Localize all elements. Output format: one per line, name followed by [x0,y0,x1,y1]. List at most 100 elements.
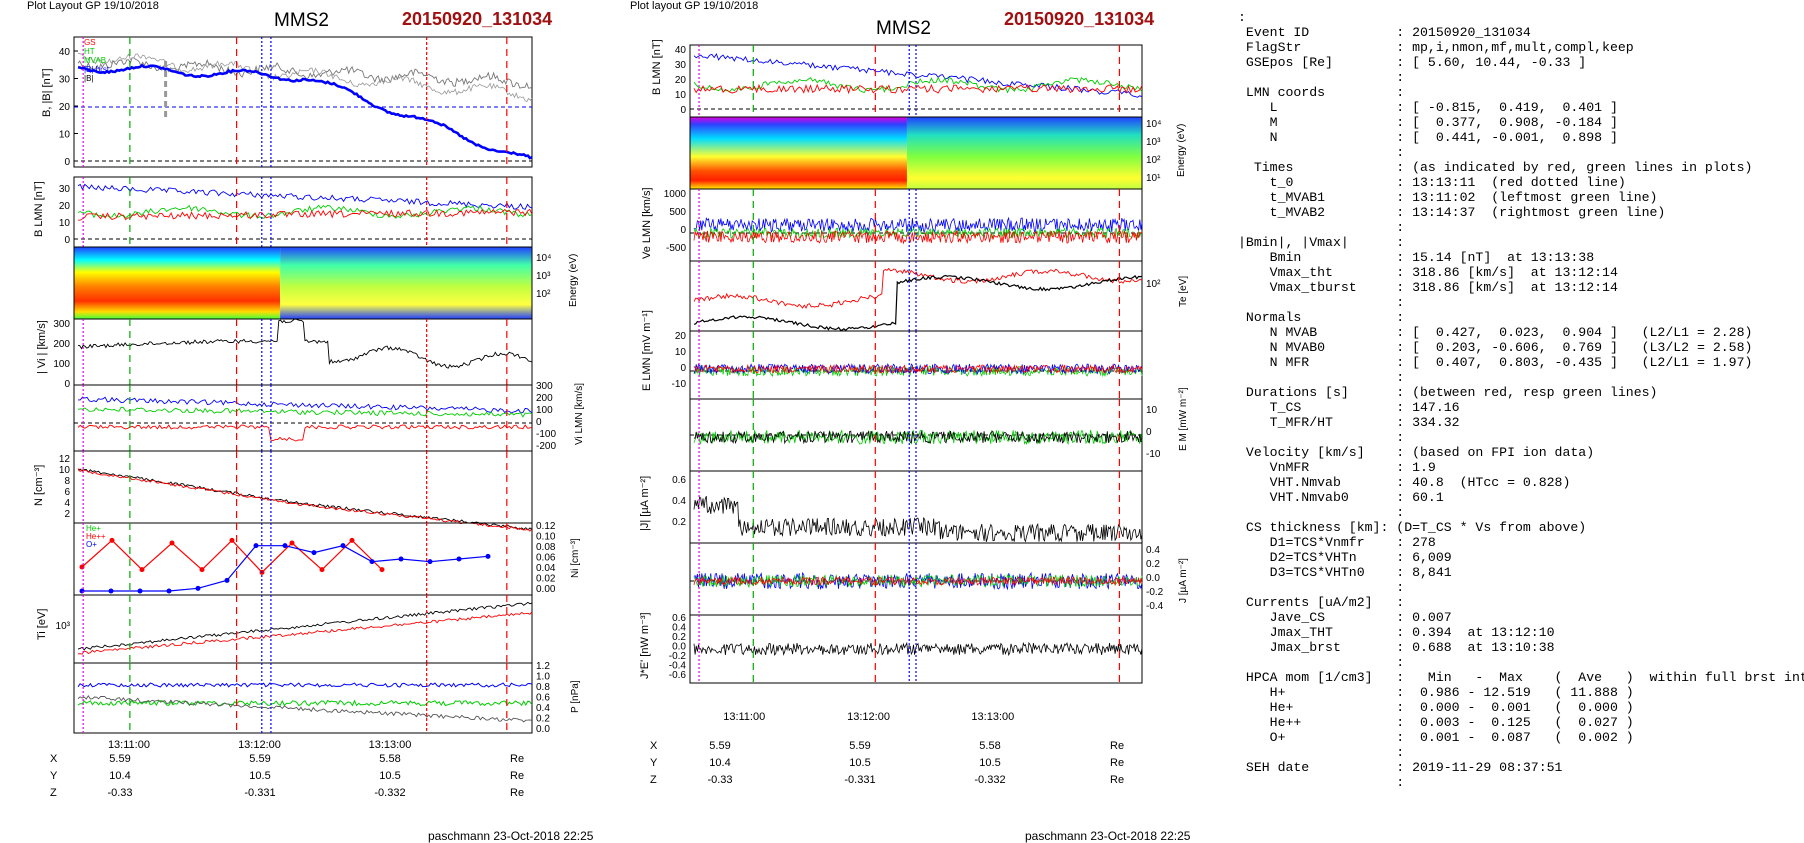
info-line: Times : (as indicated by red, green line… [1238,160,1753,175]
data-point-op [195,585,201,591]
info-line: Jmax_THT : 0.394 at 13:12:10 [1238,625,1555,640]
info-line: : [1238,430,1405,445]
series-pb [77,682,533,688]
tick-label: 300 [536,381,553,392]
data-point-op [456,556,462,562]
tick-label: 0.0 [1146,573,1160,584]
tick-label: 10² [1146,155,1161,166]
tick-label: 30 [59,75,71,86]
series-jn [693,575,1143,587]
series-tpar [693,267,1143,309]
info-line: : [1238,370,1405,385]
tick-label: 10⁴ [536,253,551,264]
panel-frame [73,384,533,452]
tick-label: 40 [59,47,71,58]
tick-label: 0 [1146,427,1152,438]
pos-unit: Re [1110,740,1125,752]
tick-label: 10 [675,347,687,358]
series-bl [693,52,1143,98]
tick-label: 1.0 [536,672,550,683]
tick-label: 500 [669,207,686,218]
series-j [693,496,1143,543]
tick-label: 0.10 [536,532,556,543]
axis-label: B LMN [nT] [33,181,45,237]
info-line: D1=TCS*Vnmfr : 278 [1238,535,1436,550]
tick-label: -200 [536,441,556,452]
data-point-hepp [289,540,295,546]
series-vn [77,424,533,442]
axis-label: Energy (eV) [1176,124,1187,177]
spectrogram-right [906,117,1142,189]
tick-label: 0.8 [536,682,550,693]
info-line: : [1238,220,1405,235]
tick-label: 0.6 [536,693,550,704]
left-footer: paschmann 23-Oct-2018 22:25 [428,829,594,843]
tick-label: 1.2 [536,661,550,672]
info-line: He+ : 0.000 - 0.001 ( 0.000 ) [1238,700,1634,715]
legend-label: He+ [86,524,101,533]
series-gs [77,57,533,89]
middle-panel-stack: 0 10 20 30 40 B LMN [nT] 10⁴ 10³ 10² 10¹ Energy (e… [639,39,1189,723]
info-line: Bmin : 15.14 [nT] at 13:13:38 [1238,250,1595,265]
series-je [693,641,1143,657]
info-line: Vmax_tht : 318.86 [km/s] at 13:12:14 [1238,265,1618,280]
series-ni [77,468,533,532]
series-hepp [81,539,383,574]
tick-label: 0.2 [536,714,550,725]
tick-label: 10³ [536,271,551,282]
tick-label: 0.2 [1146,559,1160,570]
series-tperp [693,274,1143,332]
info-line: VHT.Nmvab0 : 60.1 [1238,490,1444,505]
info-line: Currents [uA/m2] : [1238,595,1405,610]
event-info-text: : Event ID : 20150920_131034 FlagStr : m… [1238,10,1804,790]
data-point-hepp [109,537,115,543]
tick-label: 0.12 [536,521,556,532]
pos-value: -0.33 [707,774,733,786]
series-pp [77,699,533,707]
spectrogram-left [74,247,281,319]
data-point-op [253,543,259,549]
spectrogram-right [280,247,532,319]
info-line: T_MFR/HT : 334.32 [1238,415,1460,430]
pos-value: -0.332 [374,787,406,799]
tick-label: 100 [53,359,70,370]
middle-footer: paschmann 23-Oct-2018 22:25 [1025,829,1191,843]
series-tperp [77,601,533,651]
tick-label: 0.6 [672,475,686,486]
axis-label: J*E' [nW m⁻³] [639,612,651,679]
info-line: : [1238,145,1405,160]
data-point-op [311,550,317,556]
info-line: L : [ -0.815, 0.419, 0.401 ] [1238,100,1618,115]
pos-label: Y [650,757,658,769]
info-line: VnMFR : 1.9 [1238,460,1436,475]
series-bn [693,83,1143,95]
info-line: HPCA mom [1/cm3] : Min - Max ( Ave ) wit… [1238,670,1804,685]
tick-label: -0.4 [669,661,687,672]
tick-label: 0.4 [1146,545,1160,556]
time-tick-label: 13:13:00 [369,739,412,751]
tick-label: -10 [1146,449,1161,460]
info-line: : [1238,10,1246,25]
pos-value: 10.5 [249,770,271,782]
series-bm [693,76,1143,94]
pos-value: 5.59 [109,753,131,765]
tick-label: 0 [680,363,686,374]
tick-label: 40 [675,45,687,56]
data-point-hepp [199,567,205,573]
middle-layout-label: Plot layout GP 19/10/2018 [630,0,759,12]
series-ne [77,468,533,531]
info-line: : [1238,295,1405,310]
tick-label: 0.08 [536,542,556,553]
legend-label: He++ [86,532,106,541]
tick-label: 4 [64,498,70,509]
series-en [693,362,1143,376]
axis-label: J [µA m⁻²] [1178,558,1189,603]
data-point-op [340,543,346,549]
data-point-op [166,588,172,594]
tick-label: 20 [59,201,71,212]
data-point-op [137,588,143,594]
pos-value: 5.59 [849,740,871,752]
info-line: t_0 : 13:13:11 (red dotted line) [1238,175,1626,190]
pos-value: -0.33 [107,787,133,799]
